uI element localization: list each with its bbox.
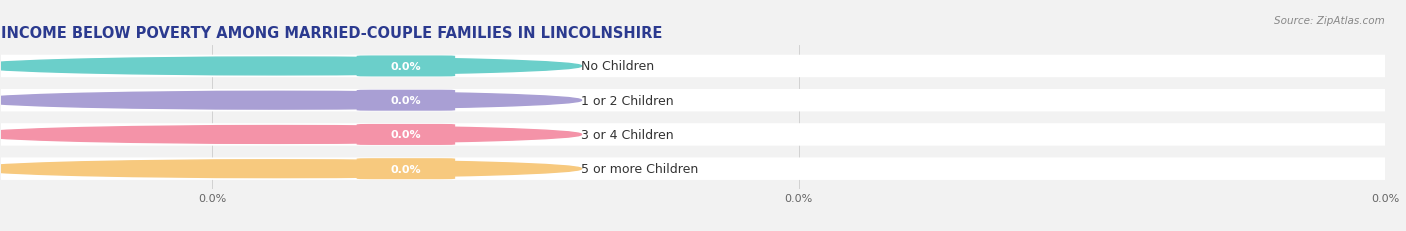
Circle shape <box>0 58 582 76</box>
Text: 1 or 2 Children: 1 or 2 Children <box>582 94 673 107</box>
FancyBboxPatch shape <box>357 124 456 145</box>
FancyBboxPatch shape <box>0 55 1406 78</box>
FancyBboxPatch shape <box>357 56 456 77</box>
Circle shape <box>0 126 582 144</box>
Text: 0.0%: 0.0% <box>391 130 422 140</box>
Text: 0.0%: 0.0% <box>391 62 422 72</box>
Text: 3 or 4 Children: 3 or 4 Children <box>582 128 673 141</box>
FancyBboxPatch shape <box>0 124 1406 146</box>
Text: 0.0%: 0.0% <box>391 164 422 174</box>
FancyBboxPatch shape <box>0 158 1406 180</box>
FancyBboxPatch shape <box>0 90 1406 112</box>
Circle shape <box>0 92 582 110</box>
FancyBboxPatch shape <box>357 158 456 179</box>
Text: INCOME BELOW POVERTY AMONG MARRIED-COUPLE FAMILIES IN LINCOLNSHIRE: INCOME BELOW POVERTY AMONG MARRIED-COUPL… <box>1 26 662 41</box>
Text: No Children: No Children <box>582 60 655 73</box>
Text: 0.0%: 0.0% <box>391 96 422 106</box>
Text: Source: ZipAtlas.com: Source: ZipAtlas.com <box>1274 16 1385 26</box>
Circle shape <box>0 160 582 178</box>
FancyBboxPatch shape <box>357 90 456 111</box>
Text: 5 or more Children: 5 or more Children <box>582 162 699 175</box>
